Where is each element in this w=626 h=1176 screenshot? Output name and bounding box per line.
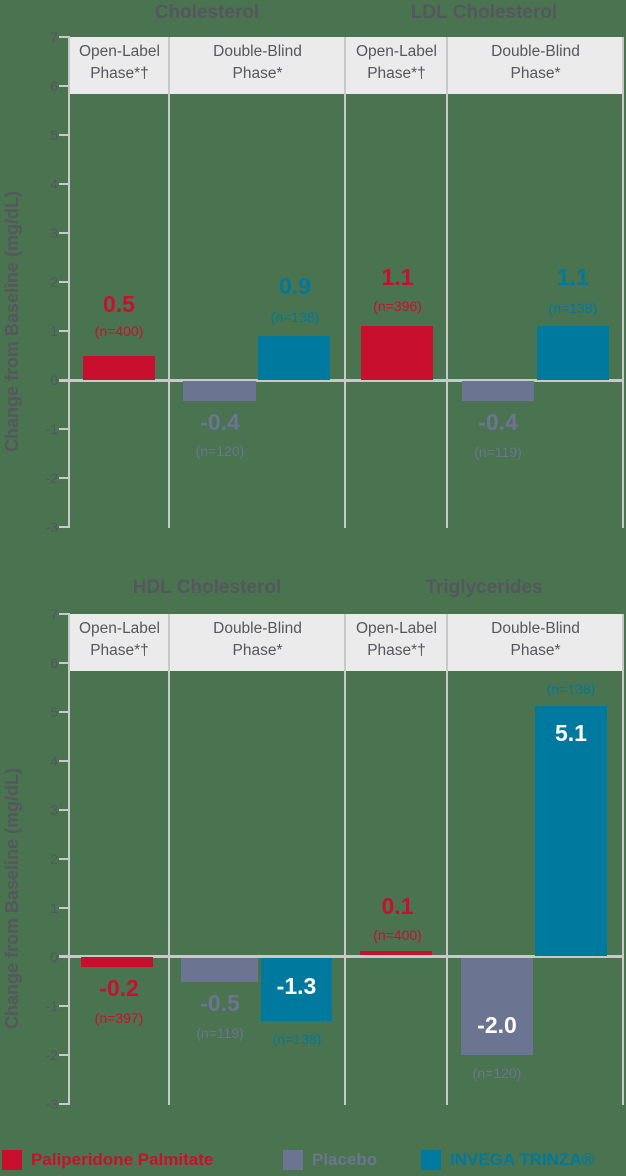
value-label: -0.4 <box>200 409 240 435</box>
chart-title-hdl: HDL Cholesterol <box>132 577 282 598</box>
n-label: (n=138) <box>270 309 320 325</box>
bar-ldl-paliperidone <box>361 326 433 380</box>
bar-hdl-placebo <box>181 958 258 982</box>
n-label: (n=138) <box>548 300 598 316</box>
top-chart-panel: Cholesterol LDL Cholesterol Change from … <box>0 0 626 540</box>
phase-header-open-label: Open-Label Phase*† <box>355 620 437 659</box>
phase-header-open-label: Open-Label Phase*† <box>78 620 160 659</box>
bar-cholesterol-placebo <box>183 381 256 401</box>
phase-header-open-label: Open-Label Phase*† <box>78 43 160 82</box>
bar-cholesterol-paliperidone <box>83 356 155 380</box>
y-axis-label: Change from Baseline (mg/dL) <box>2 190 22 452</box>
bar-triglycerides-paliperidone <box>360 951 432 955</box>
tick-label: 6 <box>50 655 58 671</box>
tick-label: 3 <box>50 225 58 241</box>
zero-baseline <box>59 955 624 958</box>
legend-label: INVEGA TRINZA® <box>450 1150 595 1169</box>
n-label: (n=119) <box>474 444 522 460</box>
tick-label: -2 <box>45 1047 58 1063</box>
bar-hdl-paliperidone <box>81 957 153 967</box>
tick-label: 0 <box>50 949 58 965</box>
tick-label: 4 <box>50 753 58 769</box>
column-divider <box>622 614 624 1105</box>
phase-header-double-blind: Double-Blind Phase* <box>213 620 302 659</box>
column-divider <box>446 614 448 1105</box>
bar-ldl-placebo <box>462 381 534 401</box>
phase-header-double-blind: Double-Blind Phase* <box>491 620 580 659</box>
n-label: (n=120) <box>472 1065 522 1081</box>
column-divider <box>168 614 170 1105</box>
n-label: (n=397) <box>94 1010 144 1026</box>
tick-label: 1 <box>50 900 58 916</box>
chart-title-ldl: LDL Cholesterol <box>410 2 558 23</box>
tick-label: -1 <box>45 421 58 437</box>
value-label: 0.5 <box>103 291 135 317</box>
legend-swatch-blue <box>421 1150 441 1170</box>
legend-swatch-gray <box>283 1150 303 1170</box>
legend-item-placebo: Placebo <box>283 1150 377 1170</box>
value-label: -2.0 <box>477 1012 517 1038</box>
phase-header-double-blind: Double-Blind Phase* <box>491 43 580 82</box>
value-label: -0.4 <box>478 409 518 435</box>
legend-item-paliperidone: Paliperidone Palmitate <box>2 1150 213 1170</box>
tick-label: -2 <box>45 470 58 486</box>
n-label: (n=119) <box>196 1025 244 1041</box>
column-divider <box>344 37 346 528</box>
bar-triglycerides-placebo <box>461 958 533 1055</box>
legend-label: Paliperidone Palmitate <box>31 1150 214 1169</box>
y-axis-line <box>68 36 70 528</box>
bar-triglycerides-invega <box>535 706 607 956</box>
legend-swatch-red <box>2 1150 22 1170</box>
phase-header-band <box>70 614 623 671</box>
y-axis-line <box>68 613 70 1105</box>
chart-title-cholesterol: Cholesterol <box>154 2 260 23</box>
tick-label: 4 <box>50 176 58 192</box>
chart-legend: Paliperidone Palmitate Placebo INVEGA TR… <box>0 1150 626 1176</box>
tick-label: 3 <box>50 802 58 818</box>
phase-header-open-label: Open-Label Phase*† <box>355 43 437 82</box>
y-axis-label: Change from Baseline (mg/dL) <box>2 767 22 1029</box>
legend-item-invega: INVEGA TRINZA® <box>421 1150 594 1170</box>
n-label: (n=396) <box>373 298 422 314</box>
tick-label: 2 <box>50 851 58 867</box>
column-divider <box>622 37 624 528</box>
zero-baseline <box>59 379 624 382</box>
legend-label: Placebo <box>312 1150 378 1169</box>
value-label: 1.1 <box>557 264 589 290</box>
chart-title-triglycerides: Triglycerides <box>425 577 543 598</box>
tick-label: 2 <box>50 274 58 290</box>
bar-hdl-invega <box>261 958 332 1021</box>
n-label: (n=120) <box>195 443 245 459</box>
column-divider <box>168 37 170 528</box>
tick-label: -3 <box>45 1096 58 1112</box>
tick-label: 0 <box>50 372 58 388</box>
value-label: 0.9 <box>279 273 311 299</box>
column-divider <box>344 614 346 1105</box>
column-divider <box>446 37 448 528</box>
value-label: 1.1 <box>381 264 414 290</box>
bottom-chart-panel: HDL Cholesterol Triglycerides Change fro… <box>0 577 626 1117</box>
phase-header-double-blind: Double-Blind Phase* <box>213 43 302 82</box>
value-label: 5.1 <box>555 720 587 746</box>
n-label: (n=138) <box>272 1031 322 1047</box>
value-label: -1.3 <box>276 973 317 999</box>
tick-label: 5 <box>50 704 58 720</box>
tick-label: 1 <box>50 323 58 339</box>
tick-label: -3 <box>45 519 58 535</box>
tick-label: 7 <box>50 29 58 45</box>
bar-cholesterol-invega <box>258 336 330 380</box>
n-label: (n=400) <box>373 927 422 943</box>
tick-label: -1 <box>45 998 58 1014</box>
tick-label: 6 <box>50 78 58 94</box>
n-label: (n=138) <box>546 681 596 697</box>
n-label: (n=400) <box>94 323 144 339</box>
value-label: 0.1 <box>381 893 414 919</box>
value-label: -0.2 <box>99 975 139 1001</box>
value-label: -0.5 <box>200 990 240 1016</box>
bar-ldl-invega <box>537 326 609 380</box>
tick-label: 7 <box>50 606 58 622</box>
phase-header-band <box>70 37 623 94</box>
tick-label: 5 <box>50 127 58 143</box>
